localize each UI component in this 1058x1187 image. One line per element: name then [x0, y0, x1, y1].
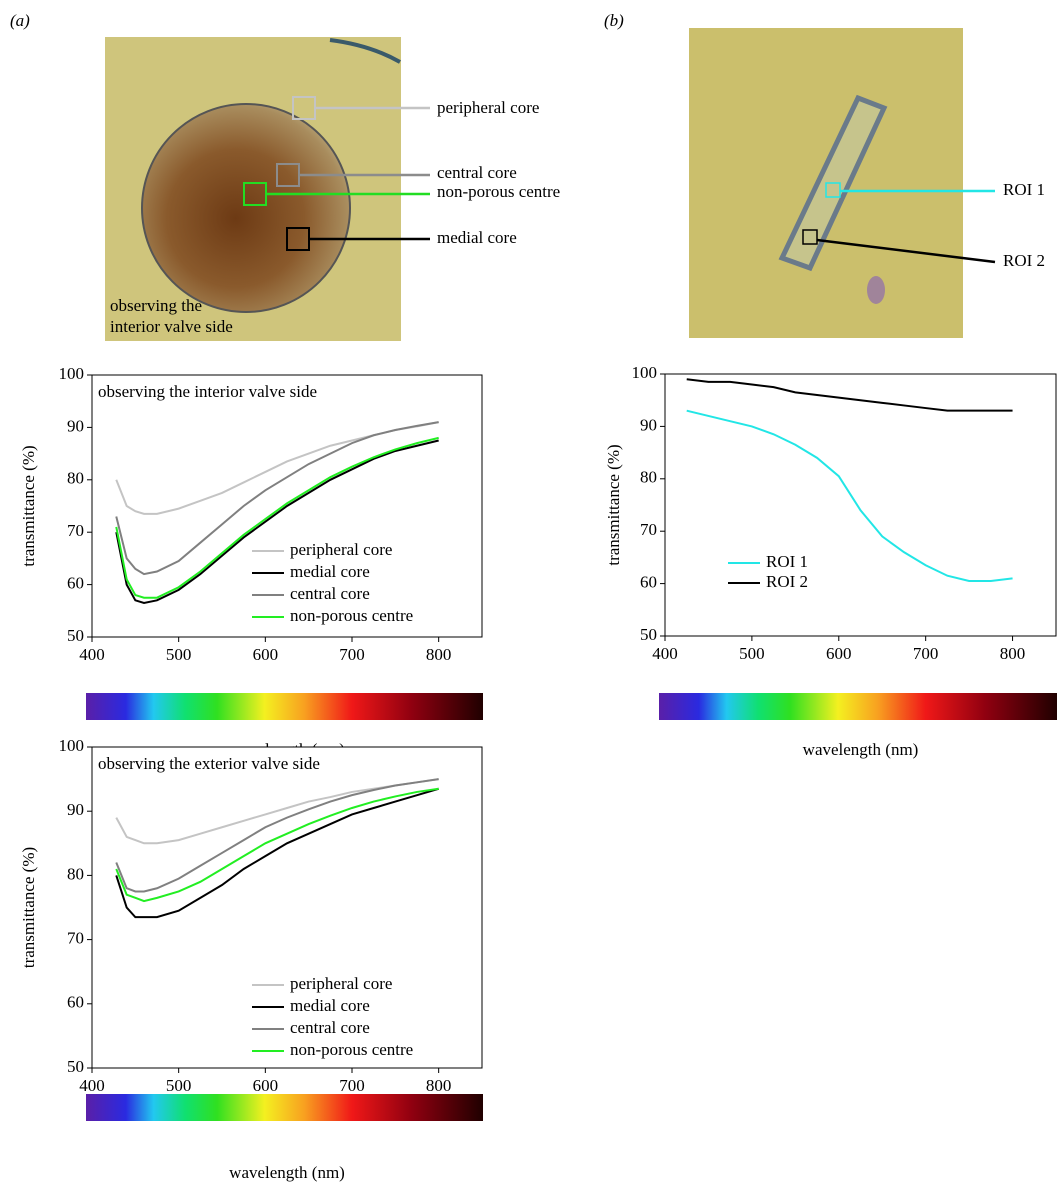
- y-tick-label: 60: [640, 573, 657, 592]
- x-tick-label: 600: [253, 645, 279, 664]
- x-tick-label: 400: [79, 1076, 105, 1095]
- series-line: [115, 436, 439, 599]
- series-line: [115, 787, 439, 903]
- chart-title: observing the interior valve side: [98, 382, 317, 401]
- legend-label: medial core: [290, 562, 370, 581]
- y-tick-label: 90: [67, 416, 84, 435]
- y-tick-label: 90: [67, 800, 84, 819]
- y-tick-label: 100: [632, 363, 658, 382]
- x-tick-label: 400: [79, 645, 105, 664]
- legend-label: non-porous centre: [290, 606, 413, 625]
- y-tick-label: 80: [640, 468, 657, 487]
- x-tick-label: 700: [913, 644, 939, 663]
- x-tick-label: 500: [166, 1076, 192, 1095]
- y-tick-label: 50: [67, 1057, 84, 1076]
- x-tick-label: 500: [739, 644, 765, 663]
- roi-label: peripheral core: [437, 98, 539, 117]
- y-tick-label: 70: [67, 521, 84, 540]
- series-line: [115, 439, 439, 604]
- valve: [141, 103, 351, 313]
- x-tick-label: 500: [166, 645, 192, 664]
- legend-label: peripheral core: [290, 974, 392, 993]
- y-tick-label: 100: [59, 364, 85, 383]
- x-tick-label: 400: [652, 644, 678, 663]
- roi-label: ROI 2: [1003, 251, 1045, 270]
- y-axis-title: transmittance (%): [604, 444, 623, 565]
- image-fragment: [329, 38, 401, 64]
- x-axis-title: wavelength (nm): [803, 740, 919, 759]
- legend-label: peripheral core: [290, 540, 392, 559]
- plot-frame: [91, 746, 483, 1069]
- y-tick-label: 100: [59, 736, 85, 755]
- panel-label: (b): [604, 11, 624, 30]
- series-line: [115, 778, 439, 893]
- y-tick-label: 70: [67, 929, 84, 948]
- image-caption: interior valve side: [110, 317, 233, 336]
- y-tick-label: 60: [67, 574, 84, 593]
- x-tick-label: 600: [826, 644, 852, 663]
- roi-label: non-porous centre: [437, 182, 560, 201]
- chart-title: observing the exterior valve side: [98, 754, 320, 773]
- legend-label: central core: [290, 1018, 370, 1037]
- y-axis-title: transmittance (%): [19, 847, 38, 968]
- legend-label: non-porous centre: [290, 1040, 413, 1059]
- x-tick-label: 800: [426, 1076, 452, 1095]
- y-tick-label: 50: [640, 625, 657, 644]
- colorbar: [659, 693, 1057, 720]
- particle: [867, 276, 885, 304]
- roi-label: central core: [437, 163, 517, 182]
- y-tick-label: 60: [67, 993, 84, 1012]
- series-line: [115, 778, 439, 845]
- y-tick-label: 50: [67, 626, 84, 645]
- roi-label: medial core: [437, 228, 517, 247]
- x-tick-label: 600: [253, 1076, 279, 1095]
- image-caption: observing the: [110, 296, 202, 315]
- panel-label: (a): [10, 11, 30, 30]
- legend-label: ROI 1: [766, 552, 808, 571]
- x-tick-label: 700: [339, 645, 365, 664]
- roi-box: [802, 229, 818, 245]
- legend-label: central core: [290, 584, 370, 603]
- x-tick-label: 800: [426, 645, 452, 664]
- micrograph-a: [105, 37, 401, 341]
- legend-label: medial core: [290, 996, 370, 1015]
- roi-leader: [816, 238, 996, 264]
- series-line: [686, 409, 1013, 582]
- series-line: [115, 421, 439, 576]
- series-line: [115, 787, 439, 919]
- colorbar: [86, 693, 483, 720]
- y-tick-label: 90: [640, 415, 657, 434]
- y-tick-label: 70: [640, 520, 657, 539]
- series-line: [686, 378, 1013, 412]
- y-axis-title: transmittance (%): [19, 445, 38, 566]
- colorbar: [86, 1094, 483, 1121]
- plot-frame: [664, 373, 1057, 637]
- legend-label: ROI 2: [766, 572, 808, 591]
- y-tick-label: 80: [67, 864, 84, 883]
- x-axis-title: wavelength (nm): [229, 1163, 345, 1182]
- x-tick-label: 800: [1000, 644, 1026, 663]
- x-tick-label: 700: [339, 1076, 365, 1095]
- roi-label: ROI 1: [1003, 180, 1045, 199]
- y-tick-label: 80: [67, 469, 84, 488]
